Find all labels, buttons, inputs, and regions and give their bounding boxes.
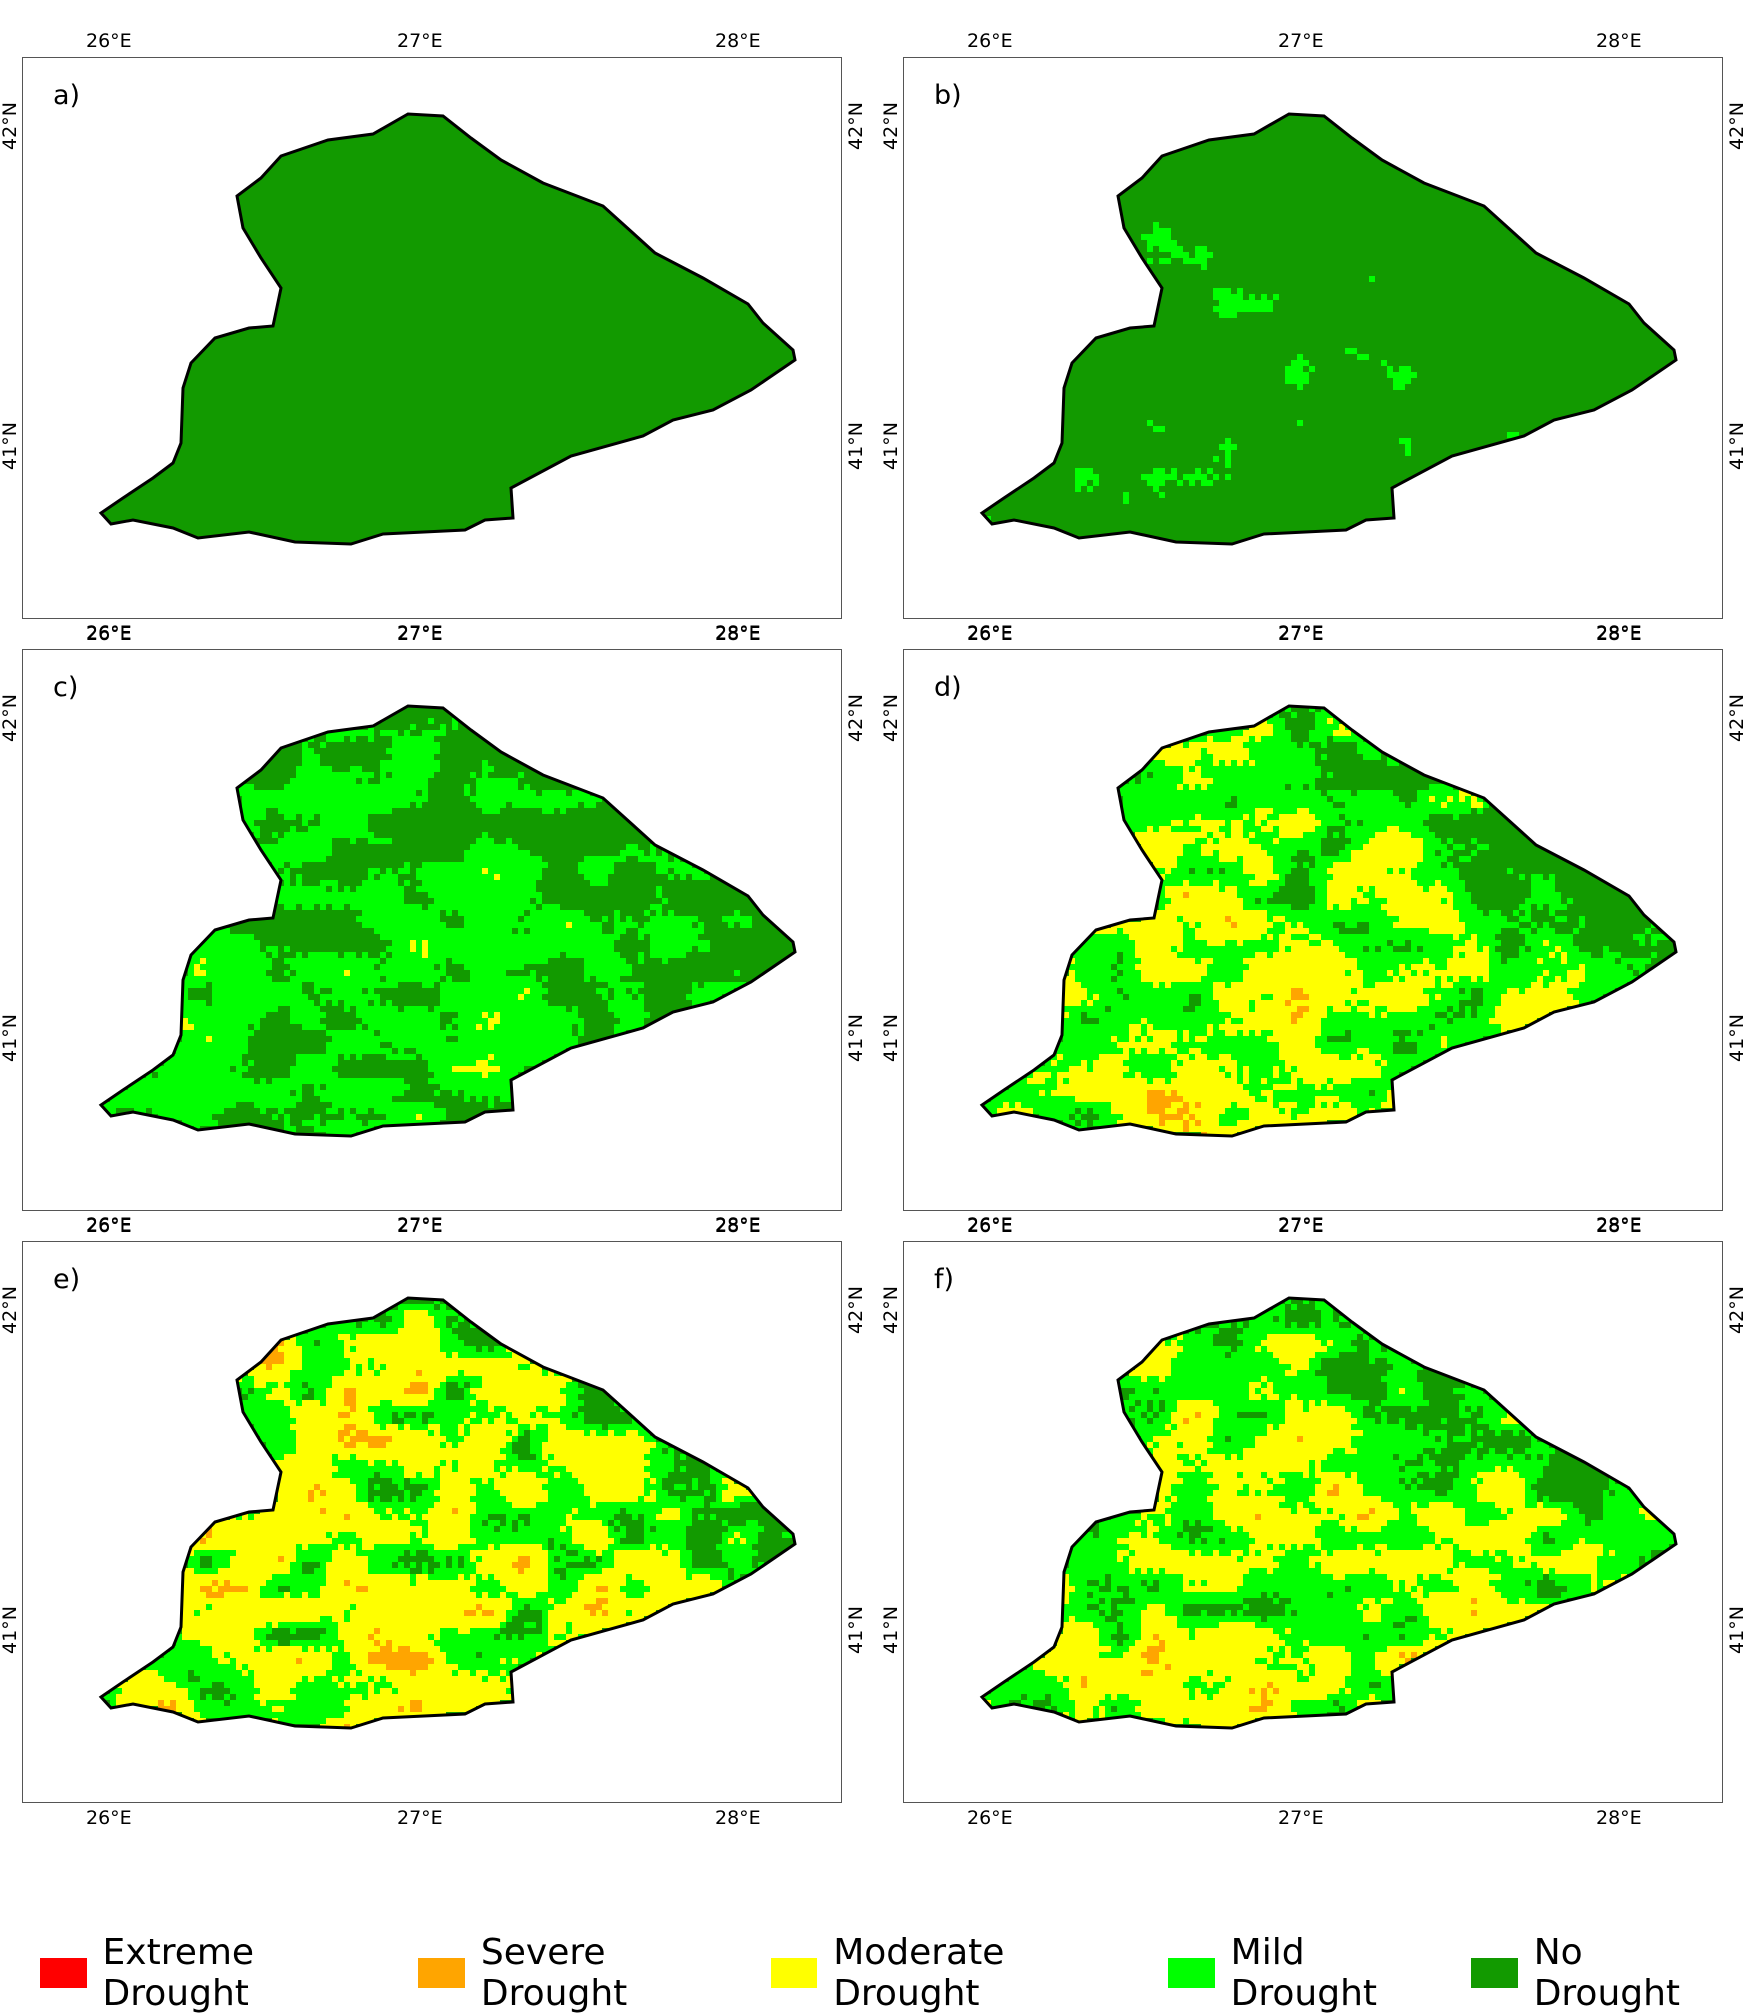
- lat-tick-right: 41°N: [1726, 416, 1748, 476]
- lat-tick-right: 41°N: [845, 1008, 867, 1068]
- basin-map: [23, 58, 843, 620]
- legend-label-moderate: Moderate Drought: [833, 1932, 1152, 2014]
- lon-tick-top: 26°E: [967, 30, 1013, 52]
- lon-tick-top: 26°E: [967, 622, 1013, 644]
- panel-label: c): [53, 672, 78, 703]
- lat-tick-right: 42°N: [845, 1280, 867, 1340]
- legend-item-mild: Mild Drought: [1168, 1932, 1455, 2014]
- map-panel-c: c): [22, 649, 842, 1211]
- lat-tick-right: 41°N: [1726, 1600, 1748, 1660]
- basin-map: [23, 1242, 843, 1804]
- lat-tick-right: 41°N: [1726, 1008, 1748, 1068]
- panel-label: d): [934, 672, 962, 703]
- basin-map: [904, 650, 1724, 1212]
- lon-tick-top: 27°E: [1278, 30, 1324, 52]
- map-panel-a: a): [22, 57, 842, 619]
- lon-tick-bottom: 26°E: [967, 1807, 1013, 1829]
- lon-tick-top: 27°E: [397, 622, 443, 644]
- lon-tick-top: 26°E: [86, 30, 132, 52]
- lon-tick-top: 28°E: [1596, 1214, 1642, 1236]
- basin-map: [904, 1242, 1724, 1804]
- legend-swatch-none: [1471, 1958, 1518, 1988]
- legend-item-severe: Severe Drought: [418, 1932, 754, 2014]
- lat-tick-right: 42°N: [1726, 1280, 1748, 1340]
- lat-tick-right: 41°N: [845, 416, 867, 476]
- lon-tick-top: 27°E: [1278, 622, 1324, 644]
- lat-tick-left: 42°N: [880, 96, 902, 156]
- lat-tick-left: 42°N: [0, 96, 21, 156]
- lon-tick-top: 28°E: [1596, 622, 1642, 644]
- lon-tick-top: 27°E: [1278, 1214, 1324, 1236]
- drought-raster: [98, 1298, 794, 1730]
- lat-tick-right: 42°N: [1726, 688, 1748, 748]
- map-panel-e: e): [22, 1241, 842, 1803]
- panel-label: a): [53, 80, 80, 111]
- basin-map: [904, 58, 1724, 620]
- legend-item-extreme: Extreme Drought: [40, 1932, 402, 2014]
- legend-label-mild: Mild Drought: [1231, 1932, 1456, 2014]
- lat-tick-left: 42°N: [880, 1280, 902, 1340]
- lon-tick-bottom: 27°E: [1278, 1807, 1324, 1829]
- lat-tick-right: 42°N: [1726, 96, 1748, 156]
- legend-label-severe: Severe Drought: [481, 1932, 755, 2014]
- lat-tick-left: 41°N: [0, 1600, 21, 1660]
- legend-label-none: No Drought: [1534, 1932, 1734, 2014]
- map-panel-b: b): [903, 57, 1723, 619]
- legend: Extreme Drought Severe Drought Moderate …: [40, 1932, 1750, 2014]
- lon-tick-top: 28°E: [715, 622, 761, 644]
- panel-label: e): [53, 1264, 80, 1295]
- legend-swatch-moderate: [771, 1958, 818, 1988]
- lon-tick-bottom: 28°E: [715, 1807, 761, 1829]
- legend-swatch-severe: [418, 1958, 465, 1988]
- basin-map: [23, 650, 843, 1212]
- lon-tick-bottom: 28°E: [1596, 1807, 1642, 1829]
- lat-tick-left: 42°N: [0, 688, 21, 748]
- legend-swatch-mild: [1168, 1958, 1215, 1988]
- lat-tick-left: 41°N: [880, 1600, 902, 1660]
- lon-tick-top: 28°E: [715, 1214, 761, 1236]
- lon-tick-top: 26°E: [86, 622, 132, 644]
- lat-tick-right: 41°N: [845, 1600, 867, 1660]
- map-panel-f: f): [903, 1241, 1723, 1803]
- lat-tick-left: 41°N: [0, 1008, 21, 1068]
- lat-tick-left: 41°N: [880, 416, 902, 476]
- legend-item-moderate: Moderate Drought: [771, 1932, 1152, 2014]
- lon-tick-top: 28°E: [715, 30, 761, 52]
- lat-tick-left: 42°N: [0, 1280, 21, 1340]
- legend-swatch-extreme: [40, 1958, 87, 1988]
- lon-tick-bottom: 26°E: [86, 1807, 132, 1829]
- lon-tick-top: 28°E: [1596, 30, 1642, 52]
- lat-tick-right: 42°N: [845, 96, 867, 156]
- legend-item-none: No Drought: [1471, 1932, 1734, 2014]
- map-panel-d: d): [903, 649, 1723, 1211]
- lat-tick-left: 41°N: [880, 1008, 902, 1068]
- panel-label: b): [934, 80, 962, 111]
- lon-tick-top: 26°E: [967, 1214, 1013, 1236]
- basin-area: [101, 114, 795, 544]
- lon-tick-top: 26°E: [86, 1214, 132, 1236]
- lat-tick-right: 42°N: [845, 688, 867, 748]
- panel-label: f): [934, 1264, 954, 1295]
- lon-tick-bottom: 27°E: [397, 1807, 443, 1829]
- lat-tick-left: 41°N: [0, 416, 21, 476]
- lat-tick-left: 42°N: [880, 688, 902, 748]
- lon-tick-top: 27°E: [397, 1214, 443, 1236]
- legend-label-extreme: Extreme Drought: [103, 1932, 403, 2014]
- lon-tick-top: 27°E: [397, 30, 443, 52]
